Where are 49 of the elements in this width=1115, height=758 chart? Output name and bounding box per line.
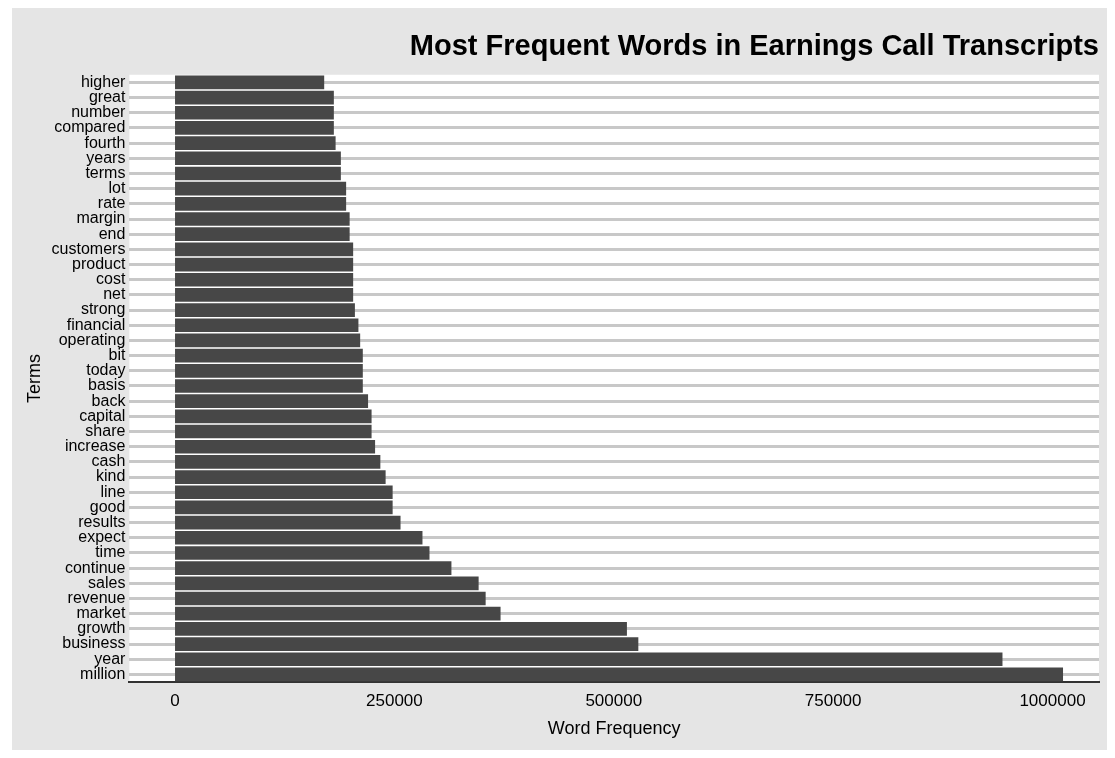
chart-title: Most Frequent Words in Earnings Call Transcripts [409,29,1099,62]
y-tick-label: net [103,285,126,303]
y-tick-label: continue [64,558,126,576]
bar [175,333,361,348]
bar [175,90,334,105]
y-tick-label: higher [80,72,127,90]
bar [175,242,354,257]
y-tick-label: margin [76,209,126,227]
y-tick-label: product [72,254,126,272]
y-axis-title: Terms [23,353,44,403]
y-tick-label: good [89,497,126,515]
y-tick-label: line [100,482,126,500]
y-tick-label: sales [88,573,126,591]
y-tick-label: lot [108,179,126,197]
x-axis-title: Word Frequency [547,718,681,739]
y-tick-label: back [91,391,127,409]
bar [175,348,363,363]
y-tick-label: increase [64,437,126,455]
x-tick-label: 500000 [585,690,643,710]
y-tick-label: growth [77,619,126,637]
y-tick-label: kind [96,467,126,485]
bar [175,667,1064,682]
x-tick-label: 250000 [366,690,423,710]
bar [175,166,341,181]
bar [175,500,393,515]
y-tick-label: expect [78,528,126,546]
bar [175,409,372,424]
y-tick-label: cost [96,270,126,288]
x-tick-label: 1000000 [1019,690,1086,710]
y-tick-label: cash [91,452,126,470]
y-tick-label: today [86,361,126,379]
bar [175,591,486,606]
bar [175,515,401,530]
y-tick-label: years [86,148,126,166]
x-tick-label: 750000 [804,690,862,710]
bar [175,181,347,196]
y-tick-label: revenue [67,588,126,606]
y-tick-label: strong [80,300,126,318]
bar [175,257,354,272]
y-tick-label: compared [54,118,126,136]
bar [175,424,372,439]
y-tick-label: year [94,649,127,667]
x-tick-label: 0 [170,690,180,710]
bar [175,75,325,90]
y-tick-label: customers [51,239,126,257]
y-tick-label: operating [58,330,126,348]
y-tick-label: market [76,604,126,622]
y-tick-label: capital [79,406,126,424]
y-tick-label: rate [97,194,126,212]
